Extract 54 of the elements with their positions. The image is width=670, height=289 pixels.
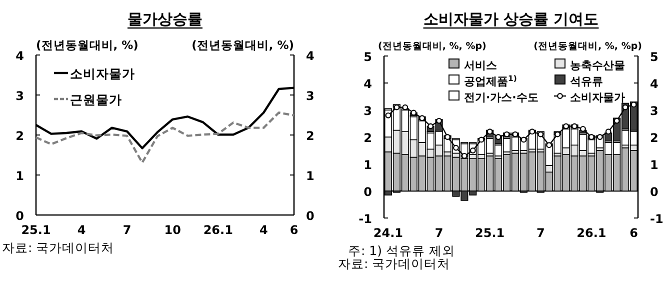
- y2-tick-label: 3: [650, 104, 658, 118]
- y-tick-label: 2: [364, 131, 372, 145]
- legend-label: 석유류: [570, 75, 603, 88]
- y-tick-label: 0: [364, 185, 372, 199]
- y-tick-label: 1: [364, 158, 372, 172]
- y2-axis-title: (전년동월대비, %, %p): [534, 41, 642, 52]
- chart-title: 소비자물가 상승률 기여도: [423, 10, 599, 28]
- y-tick-label: -1: [358, 212, 372, 226]
- y-tick-label: 3: [16, 89, 24, 103]
- x-tick-label: 25.1: [475, 226, 505, 240]
- y-axis-title: (전년동월대비, %): [36, 38, 138, 52]
- y2-tick-label: 1: [650, 158, 658, 172]
- x-tick-label: 26.1: [576, 226, 606, 240]
- x-tick-label: 4: [77, 223, 86, 237]
- y-tick-label: 4: [364, 77, 372, 91]
- y-tick-label: 0: [16, 209, 24, 223]
- y-axis-title: (전년동월대비, %, %p): [378, 41, 486, 52]
- y2-axis-title: (전년동월대비, %): [192, 38, 294, 52]
- y2-tick-label: 2: [650, 131, 658, 145]
- x-tick-label: 7: [122, 223, 132, 237]
- y-tick-label: 5: [364, 50, 372, 64]
- y-tick-label: 2: [16, 129, 24, 143]
- legend-label: 소비자물가: [570, 91, 625, 104]
- x-tick-label: 7: [536, 226, 545, 240]
- legend-label: 공업제품$^{1)}$: [464, 74, 517, 88]
- legend-label: 서비스: [464, 59, 497, 72]
- x-tick-label: 6: [630, 226, 638, 240]
- x-tick-label: 25.1: [21, 223, 51, 237]
- text: 주: 1) 석유류 제외: [348, 243, 455, 258]
- y2-tick-label: 3: [306, 89, 314, 103]
- legend-label: 소비자물가: [70, 66, 135, 81]
- y2-tick-label: 0: [650, 185, 658, 199]
- x-tick-label: 7: [434, 226, 444, 240]
- y2-tick-label: 4: [650, 77, 658, 91]
- x-tick-label: 10: [164, 223, 181, 237]
- chart-title: 물가상승률: [128, 10, 202, 28]
- x-tick-label: 26.1: [203, 223, 233, 237]
- y2-tick-label: 2: [306, 129, 314, 143]
- y2-tick-label: 5: [650, 50, 658, 64]
- x-tick-label: 4: [259, 223, 268, 237]
- legend-label: 전기·가스·수도: [464, 91, 538, 104]
- y2-tick-label: 1: [306, 169, 314, 183]
- y2-tick-label: 4: [306, 49, 314, 63]
- y-tick-label: 4: [16, 49, 24, 63]
- text: 자료: 국가데이터처: [2, 240, 114, 255]
- y2-tick-label: 0: [306, 209, 314, 223]
- text: 자료: 국가데이터처: [338, 256, 450, 271]
- x-tick-label: 6: [290, 223, 298, 237]
- legend-label: 농축수산물: [570, 59, 625, 72]
- legend-label: 근원물가: [70, 92, 122, 107]
- y2-tick-label: -1: [650, 212, 664, 226]
- y-tick-label: 1: [16, 169, 24, 183]
- y-tick-label: 3: [364, 104, 372, 118]
- x-tick-label: 24.1: [373, 226, 404, 240]
